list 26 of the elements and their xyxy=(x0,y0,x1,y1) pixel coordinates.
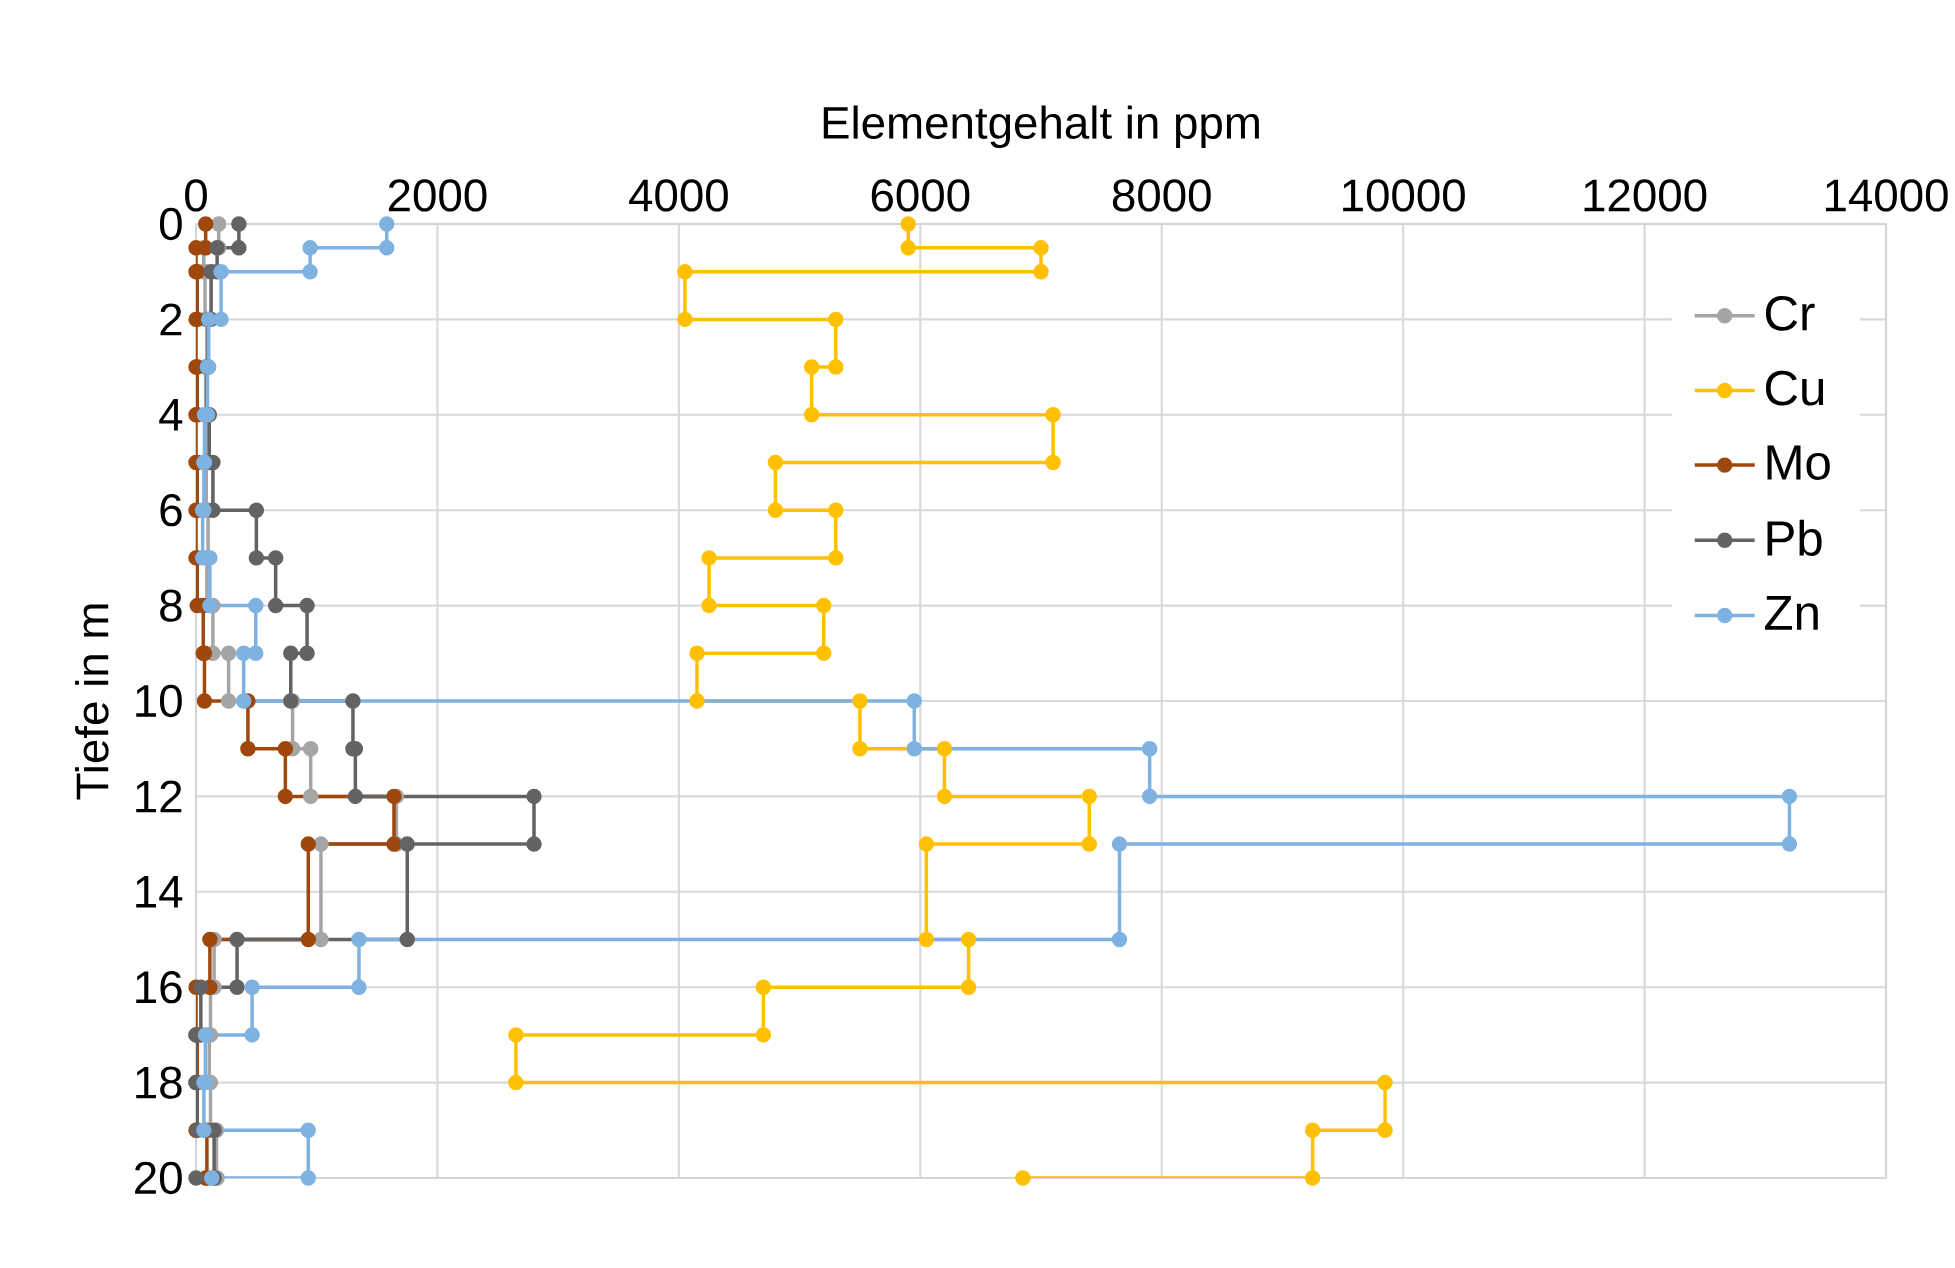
x-tick-label: 4000 xyxy=(629,179,728,212)
x-tick-label: 2000 xyxy=(388,179,487,212)
x-tick-label: 8000 xyxy=(1112,179,1211,212)
y-tick-label: 18 xyxy=(136,1066,182,1099)
y-tick-label: 20 xyxy=(135,1161,182,1195)
legend-label: Zn xyxy=(1765,595,1818,630)
x-tick-label: 0 xyxy=(185,179,207,212)
y-tick-label: 14 xyxy=(136,876,183,908)
legend-label: Mo xyxy=(1767,445,1830,480)
x-tick-label: 10000 xyxy=(1343,179,1465,212)
x-tick-label: 14000 xyxy=(1825,179,1948,212)
legend-label: Cr xyxy=(1765,295,1815,331)
y-tick-label: 0 xyxy=(159,207,182,241)
x-axis-title: Elementgehalt in ppm xyxy=(823,105,1259,149)
legend-label: Cu xyxy=(1765,370,1824,406)
y-tick-label: 6 xyxy=(160,494,182,527)
y-tick-label: 2 xyxy=(160,303,182,336)
y-tick-label: 8 xyxy=(160,589,182,622)
y-axis-title: Tiefe in m xyxy=(75,604,109,800)
y-tick-label: 16 xyxy=(136,971,182,1004)
legend-label: Pb xyxy=(1767,519,1822,556)
x-tick-label: 6000 xyxy=(871,179,970,212)
y-tick-label: 4 xyxy=(159,399,183,431)
x-tick-label: 12000 xyxy=(1584,179,1707,212)
y-tick-label: 12 xyxy=(136,780,182,813)
y-tick-label: 10 xyxy=(136,684,182,718)
